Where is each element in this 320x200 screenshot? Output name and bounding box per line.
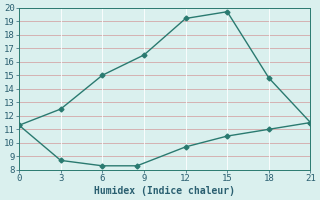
X-axis label: Humidex (Indice chaleur): Humidex (Indice chaleur) — [94, 186, 235, 196]
